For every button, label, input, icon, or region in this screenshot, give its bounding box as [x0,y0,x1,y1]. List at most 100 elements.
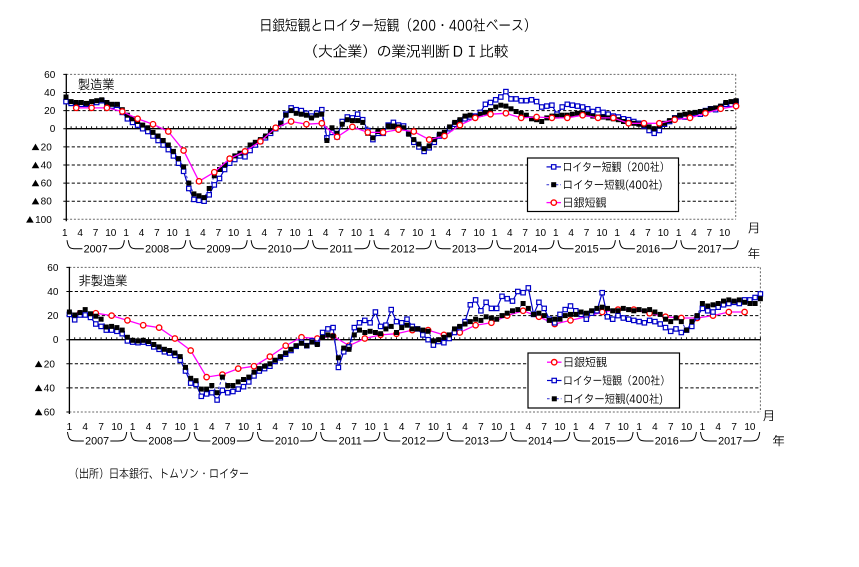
svg-text:1: 1 [308,228,314,239]
svg-text:4: 4 [715,422,721,433]
svg-text:10: 10 [658,228,670,239]
svg-text:10: 10 [167,228,179,239]
svg-text:4: 4 [691,228,697,239]
svg-text:2009: 2009 [206,243,230,255]
svg-text:40: 40 [41,161,53,172]
svg-text:0: 0 [50,124,56,135]
svg-text:7: 7 [216,228,222,239]
svg-text:7: 7 [541,422,547,433]
svg-text:60: 60 [44,70,56,81]
svg-text:4: 4 [399,422,405,433]
svg-text:4: 4 [630,228,636,239]
svg-text:7: 7 [522,228,528,239]
svg-text:1: 1 [320,422,326,433]
svg-text:1: 1 [62,228,68,239]
svg-text:4: 4 [272,422,278,433]
svg-text:1: 1 [369,228,375,239]
svg-text:20: 20 [44,106,56,117]
svg-text:1: 1 [383,422,389,433]
svg-text:20: 20 [47,311,59,322]
svg-text:60: 60 [41,179,53,190]
svg-text:10: 10 [535,228,547,239]
svg-text:2010: 2010 [268,243,292,255]
svg-text:7: 7 [707,228,713,239]
svg-text:7: 7 [93,228,99,239]
svg-text:40: 40 [44,88,56,99]
svg-text:7: 7 [351,422,357,433]
svg-text:2017: 2017 [718,436,742,448]
svg-text:60: 60 [47,263,59,274]
svg-text:10: 10 [301,422,313,433]
svg-text:1: 1 [246,228,252,239]
svg-text:1: 1 [123,228,129,239]
svg-text:7: 7 [645,228,651,239]
svg-text:1: 1 [636,422,642,433]
svg-text:7: 7 [584,228,590,239]
svg-text:20: 20 [41,142,53,153]
svg-text:1: 1 [492,228,498,239]
svg-text:2013: 2013 [465,436,489,448]
svg-text:100: 100 [35,215,52,226]
svg-text:1: 1 [430,228,436,239]
svg-text:2011: 2011 [339,436,362,448]
svg-text:7: 7 [162,422,168,433]
svg-text:10: 10 [618,422,630,433]
svg-text:60: 60 [44,408,56,419]
svg-text:4: 4 [446,228,452,239]
svg-text:2017: 2017 [697,243,721,255]
svg-text:10: 10 [105,228,117,239]
svg-text:4: 4 [384,228,390,239]
svg-text:10: 10 [491,422,503,433]
svg-text:4: 4 [146,422,152,433]
svg-text:10: 10 [744,422,756,433]
svg-text:2010: 2010 [275,436,299,448]
svg-text:10: 10 [228,228,240,239]
svg-text:10: 10 [175,422,187,433]
svg-text:2007: 2007 [84,243,108,255]
svg-text:2008: 2008 [145,243,169,255]
svg-text:1: 1 [446,422,452,433]
svg-text:40: 40 [47,287,59,298]
svg-text:2007: 2007 [85,436,109,448]
svg-text:2015: 2015 [591,436,615,448]
svg-text:7: 7 [338,228,344,239]
svg-text:10: 10 [596,228,608,239]
svg-text:1: 1 [193,422,199,433]
svg-text:1: 1 [185,228,191,239]
svg-text:2012: 2012 [391,243,415,255]
svg-text:2008: 2008 [148,436,172,448]
svg-text:10: 10 [554,422,566,433]
svg-text:10: 10 [365,422,377,433]
svg-text:20: 20 [44,359,56,370]
svg-text:4: 4 [507,228,513,239]
svg-text:1: 1 [700,422,706,433]
svg-text:4: 4 [262,228,268,239]
svg-text:1: 1 [130,422,136,433]
svg-text:1: 1 [553,228,559,239]
svg-text:4: 4 [652,422,658,433]
svg-text:2014: 2014 [513,243,537,255]
svg-text:10: 10 [111,422,123,433]
svg-text:7: 7 [605,422,611,433]
svg-text:4: 4 [139,228,145,239]
svg-text:4: 4 [526,422,532,433]
svg-text:10: 10 [412,228,424,239]
svg-text:7: 7 [154,228,160,239]
svg-text:4: 4 [209,422,215,433]
svg-text:80: 80 [41,197,53,208]
svg-text:2014: 2014 [528,436,552,448]
svg-text:2015: 2015 [575,243,599,255]
svg-text:7: 7 [277,228,283,239]
svg-text:10: 10 [238,422,250,433]
svg-text:7: 7 [731,422,737,433]
svg-text:40: 40 [44,383,56,394]
svg-text:1: 1 [257,422,263,433]
svg-text:10: 10 [474,228,486,239]
svg-text:4: 4 [336,422,342,433]
svg-text:7: 7 [415,422,421,433]
svg-text:7: 7 [288,422,294,433]
svg-text:4: 4 [462,422,468,433]
svg-text:1: 1 [573,422,579,433]
svg-text:1: 1 [67,422,73,433]
svg-text:2009: 2009 [212,436,236,448]
